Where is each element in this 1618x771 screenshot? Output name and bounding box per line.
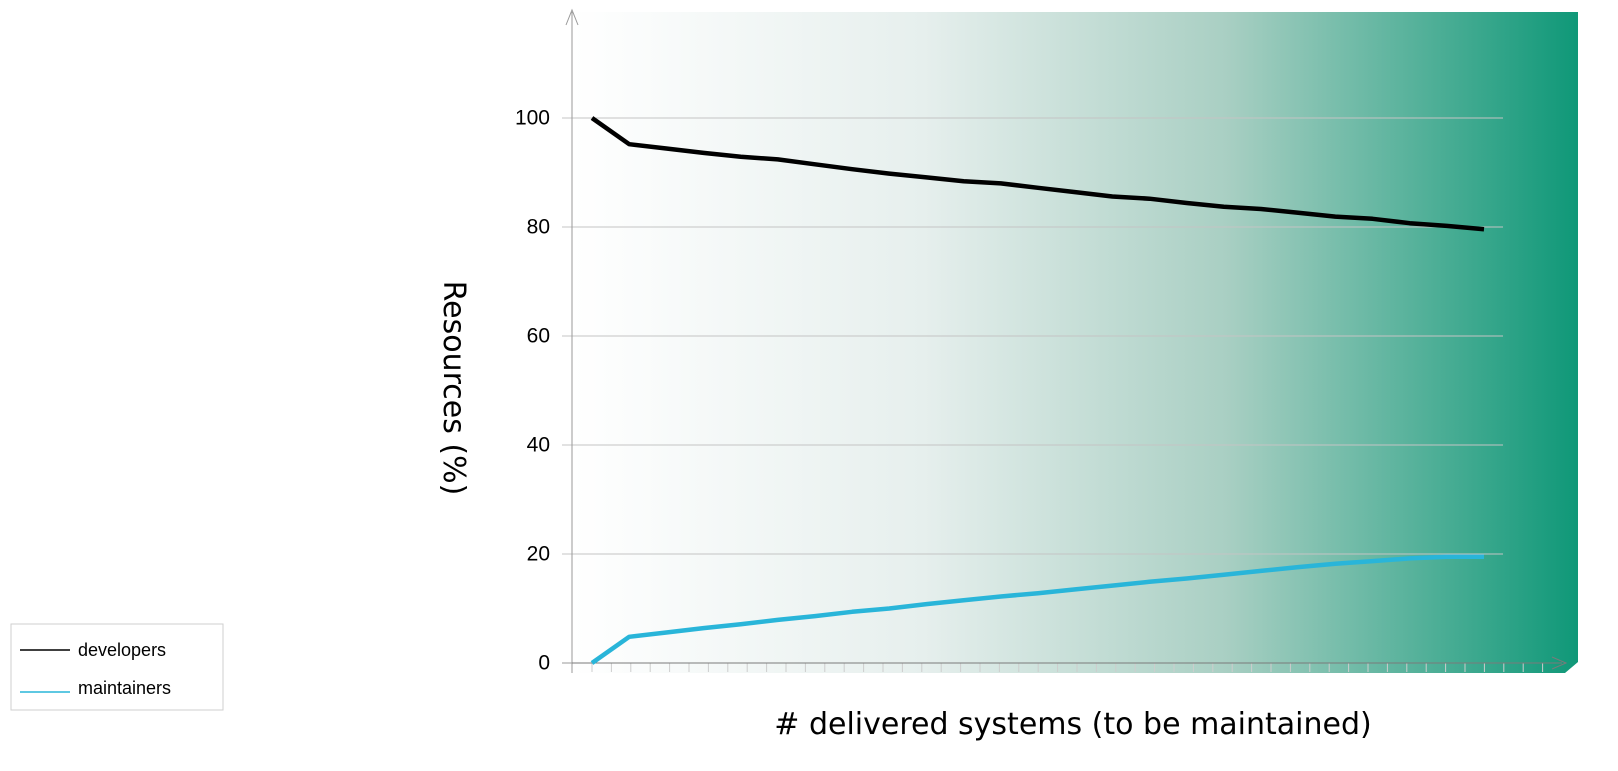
series-line-maintainers	[590, 554, 1484, 665]
y-tick-label: 60	[527, 325, 550, 348]
series-line-developers	[590, 116, 1485, 232]
x-ticks	[591, 663, 1544, 672]
y-axis-arrow-icon	[565, 8, 579, 26]
plot-background	[572, 12, 1578, 673]
legend-label-developers: developers	[78, 640, 166, 660]
y-axis-title: Resources (%)	[436, 281, 471, 496]
x-axis-arrow-icon	[1551, 656, 1568, 670]
y-tick-label: 100	[515, 107, 550, 130]
y-tick-label: 80	[527, 216, 550, 239]
legend: developers maintainers	[10, 623, 224, 711]
y-tick-label: 40	[527, 434, 550, 457]
x-axis-title: # delivered systems (to be maintained)	[774, 707, 1371, 742]
legend-label-maintainers: maintainers	[78, 678, 171, 698]
series-lines	[590, 116, 1485, 665]
y-tick-label: 20	[527, 543, 550, 566]
y-tick-label: 0	[538, 652, 550, 675]
legend-box	[10, 623, 224, 711]
y-tick-labels: 0 20 40 60 80 100	[515, 107, 550, 675]
gridlines	[562, 117, 1503, 664]
